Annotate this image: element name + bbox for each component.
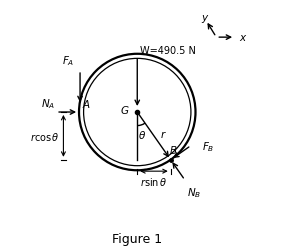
Text: W=490.5 N: W=490.5 N — [140, 46, 196, 56]
Text: B: B — [170, 145, 177, 155]
Text: $F_B$: $F_B$ — [201, 140, 214, 154]
Text: $F_A$: $F_A$ — [62, 54, 75, 68]
Text: θ: θ — [139, 130, 146, 140]
Text: $r\sin\theta$: $r\sin\theta$ — [140, 175, 168, 187]
Text: $r\cos\theta$: $r\cos\theta$ — [30, 130, 60, 142]
Text: $N_B$: $N_B$ — [187, 186, 201, 200]
Text: y: y — [201, 12, 207, 22]
Text: r: r — [161, 130, 165, 140]
Text: G: G — [121, 106, 129, 116]
Text: x: x — [239, 33, 245, 43]
Text: $N_A$: $N_A$ — [41, 97, 55, 110]
Text: A: A — [82, 100, 89, 110]
Text: Figure 1: Figure 1 — [112, 232, 162, 245]
